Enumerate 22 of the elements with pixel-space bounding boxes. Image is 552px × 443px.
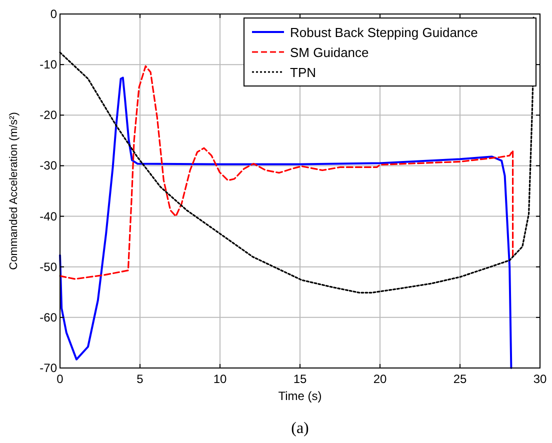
legend-label: TPN [290, 65, 316, 80]
y-tick-label: -70 [40, 361, 58, 375]
text: (a) [291, 420, 309, 437]
y-axis-title: Commanded Acceleration (m/s²) [8, 112, 20, 270]
legend-label: SM Guidance [290, 45, 369, 60]
y-tick-label: -60 [40, 310, 58, 324]
x-tick-label: 20 [373, 372, 387, 386]
x-axis-title: Time (s) [278, 389, 322, 403]
x-tick-label: 5 [136, 372, 144, 386]
x-tick-label: 25 [453, 372, 467, 386]
y-tick-label: -50 [40, 260, 58, 274]
x-tick-label: 30 [533, 372, 547, 386]
y-tick-label: -30 [40, 158, 58, 173]
y-tick-label: -40 [40, 209, 58, 224]
x-tick-label: 15 [293, 372, 307, 386]
y-tick-label: -20 [40, 108, 58, 122]
line-series [59, 65, 514, 280]
y-tick-label: 0 [50, 7, 58, 21]
y-tick-label: -10 [40, 58, 58, 72]
x-tick-label: 10 [213, 372, 227, 386]
line-series [59, 76, 512, 369]
legend-label: Robust Back Stepping Guidance [290, 25, 478, 40]
